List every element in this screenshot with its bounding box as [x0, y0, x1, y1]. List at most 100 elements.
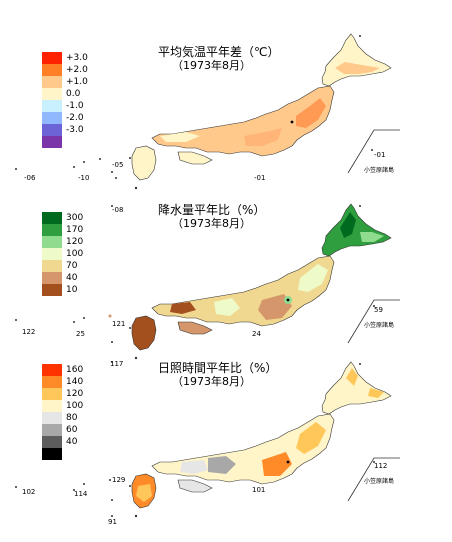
ogasawara-label: 小笠原諸島	[364, 167, 395, 174]
legend-swatch	[42, 100, 62, 112]
legend-swatch	[42, 236, 62, 248]
legend-swatch	[42, 112, 62, 124]
legend-item: +2.0	[42, 64, 132, 76]
station-value: 91	[108, 518, 117, 526]
legend-item: 10	[42, 284, 132, 296]
panel-title: 日照時間平年比（%）	[158, 361, 278, 375]
legend-item: -3.0	[42, 124, 132, 136]
sunshine-ratio-panel: 日照時間平年比（%） （1973年8月） 160 140 120 100 80 …	[0, 356, 452, 526]
legend-item: +1.0	[42, 76, 132, 88]
panel-subtitle: （1973年8月）	[172, 375, 251, 388]
legend-swatch	[42, 436, 62, 448]
legend-label: 80	[66, 413, 78, 423]
legend-swatch	[42, 212, 62, 224]
station-value: 121	[112, 320, 126, 328]
legend-item: 70	[42, 260, 132, 272]
legend-swatch	[42, 76, 62, 88]
legend-swatch	[42, 412, 62, 424]
legend-swatch	[42, 272, 62, 284]
legend-swatch	[42, 388, 62, 400]
legend-label: 70	[66, 261, 78, 271]
legend-item: 160	[42, 364, 132, 376]
precipitation-ratio-panel: 降水量平年比（%） （1973年8月） 300 170 120 100 70 4…	[0, 198, 452, 368]
legend-label: 170	[66, 225, 84, 235]
ogasawara-label: 小笠原諸島	[364, 478, 395, 485]
legend-label: 40	[66, 273, 78, 283]
station-value: 102	[22, 488, 36, 496]
legend-swatch	[42, 448, 62, 460]
legend-item: 0.0	[42, 88, 132, 100]
legend-item: 120	[42, 236, 132, 248]
legend-label: 10	[66, 285, 78, 295]
station-value: -08	[112, 206, 124, 214]
temperature-legend: +3.0 +2.0 +1.0 0.0 -1.0 -2.0 -3.0	[42, 52, 132, 148]
legend-swatch	[42, 364, 62, 376]
legend-item	[42, 448, 132, 460]
legend-item: 40	[42, 436, 132, 448]
legend-item: 140	[42, 376, 132, 388]
japan-map-precipitation	[15, 203, 400, 360]
legend-item: 100	[42, 400, 132, 412]
legend-swatch	[42, 376, 62, 388]
legend-label: 120	[66, 237, 84, 247]
station-value: 114	[74, 490, 88, 498]
legend-item: 120	[42, 388, 132, 400]
legend-item	[42, 136, 132, 148]
legend-label: 140	[66, 377, 84, 387]
legend-label: +1.0	[66, 77, 88, 87]
legend-swatch	[42, 284, 62, 296]
legend-label: 100	[66, 401, 84, 411]
legend-label: +3.0	[66, 53, 88, 63]
legend-item: 60	[42, 424, 132, 436]
legend-label: 0.0	[66, 89, 81, 99]
legend-item: 170	[42, 224, 132, 236]
legend-swatch	[42, 136, 62, 148]
legend-swatch	[42, 124, 62, 136]
panel-title: 平均気温平年差（℃）	[158, 45, 280, 59]
temperature-anomaly-panel: 平均気温平年差（℃） （1973年8月） +3.0 +2.0 +1.0 0.0 …	[0, 28, 452, 198]
station-value: 122	[22, 328, 36, 336]
legend-swatch	[42, 64, 62, 76]
legend-label: 300	[66, 213, 84, 223]
legend-swatch	[42, 260, 62, 272]
legend-swatch	[42, 424, 62, 436]
station-value: -01	[374, 151, 386, 159]
station-value: 129	[112, 476, 126, 484]
legend-swatch	[42, 224, 62, 236]
station-value: 59	[374, 306, 383, 314]
panel-subtitle: （1973年8月）	[172, 217, 251, 230]
legend-label: +2.0	[66, 65, 88, 75]
legend-label: -2.0	[66, 113, 84, 123]
station-value: 117	[110, 360, 124, 368]
station-value: -05	[112, 161, 124, 169]
legend-label: 160	[66, 365, 84, 375]
legend-item: 300	[42, 212, 132, 224]
precipitation-legend: 300 170 120 100 70 40 10	[42, 212, 132, 296]
legend-label: 60	[66, 425, 78, 435]
legend-swatch	[42, 88, 62, 100]
panel-title: 降水量平年比（%）	[158, 203, 266, 217]
sunshine-legend: 160 140 120 100 80 60 40	[42, 364, 132, 460]
legend-item: -1.0	[42, 100, 132, 112]
legend-label: 100	[66, 249, 84, 259]
station-value: 112	[374, 462, 388, 470]
legend-swatch	[42, 400, 62, 412]
station-value: -10	[78, 174, 90, 182]
legend-item: -2.0	[42, 112, 132, 124]
legend-swatch	[42, 248, 62, 260]
station-value: -06	[24, 174, 36, 182]
legend-item: +3.0	[42, 52, 132, 64]
panel-subtitle: （1973年8月）	[172, 59, 251, 72]
japan-map-sunshine	[15, 361, 400, 518]
legend-item: 40	[42, 272, 132, 284]
station-value: 24	[252, 330, 261, 338]
japan-map-temperature	[15, 33, 400, 190]
legend-item: 80	[42, 412, 132, 424]
station-value: -01	[254, 174, 266, 182]
legend-label: -3.0	[66, 125, 84, 135]
station-value: 101	[252, 486, 266, 494]
legend-swatch	[42, 52, 62, 64]
legend-label: 120	[66, 389, 84, 399]
legend-item: 100	[42, 248, 132, 260]
legend-label: 40	[66, 437, 78, 447]
